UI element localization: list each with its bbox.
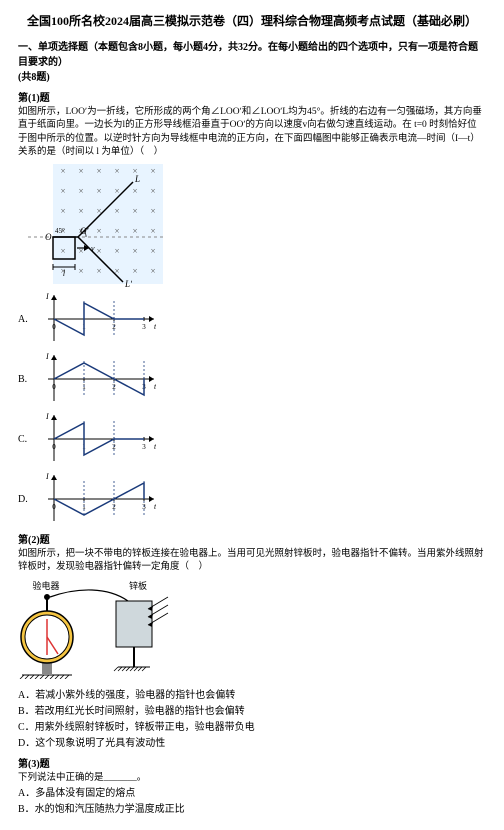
q3-choice-A: A．多晶体没有固定的熔点 bbox=[18, 786, 486, 801]
svg-text:×: × bbox=[96, 226, 101, 236]
svg-text:0: 0 bbox=[52, 503, 56, 511]
svg-text:×: × bbox=[150, 266, 155, 276]
q1-option-plot: 0123It bbox=[36, 411, 156, 467]
svg-text:×: × bbox=[132, 206, 137, 216]
svg-text:×: × bbox=[150, 186, 155, 196]
svg-text:0: 0 bbox=[52, 383, 56, 391]
section-1-heading: 一、单项选择题（本题包含8小题，每小题4分，共32分。在每小题给出的四个选项中，… bbox=[18, 40, 486, 85]
svg-text:L: L bbox=[134, 174, 140, 184]
q1-options: A.0123ItB.0123ItC.0123ItD.0123It bbox=[18, 291, 486, 527]
svg-text:×: × bbox=[96, 246, 101, 256]
svg-text:×: × bbox=[150, 166, 155, 176]
svg-text:×: × bbox=[150, 226, 155, 236]
svg-text:3: 3 bbox=[142, 443, 146, 451]
svg-text:×: × bbox=[78, 206, 83, 216]
svg-text:0: 0 bbox=[52, 323, 56, 331]
svg-text:O: O bbox=[45, 232, 52, 242]
svg-text:I: I bbox=[45, 472, 49, 481]
q1-main-figure: ××××××××××××××××××××××××××××××××××××lOOʹ… bbox=[18, 159, 486, 289]
svg-text:3: 3 bbox=[142, 323, 146, 331]
svg-text:×: × bbox=[132, 186, 137, 196]
svg-text:×: × bbox=[96, 266, 101, 276]
svg-text:×: × bbox=[132, 246, 137, 256]
svg-text:×: × bbox=[150, 246, 155, 256]
svg-text:验电器: 验电器 bbox=[32, 580, 59, 591]
q1-option-A: A.0123It bbox=[18, 291, 486, 347]
q2-choice-D: D．这个现象说明了光具有波动性 bbox=[18, 736, 486, 751]
section-1-line1: 一、单项选择题（本题包含8小题，每小题4分，共32分。在每小题给出的四个选项中，… bbox=[18, 42, 478, 68]
svg-text:锌板: 锌板 bbox=[129, 580, 147, 591]
svg-text:×: × bbox=[132, 266, 137, 276]
q1-option-label: D. bbox=[18, 492, 36, 507]
q2-body: 如图所示，把一块不带电的锌板连接在验电器上。当用可见光照射锌板时，验电器指针不偏… bbox=[18, 548, 486, 575]
q1-option-label: B. bbox=[18, 372, 36, 387]
q2-figure: 验电器 锌板 bbox=[18, 579, 486, 684]
q1-body: 如图所示，LOOʹ为一折线，它所形成的两个角∠LOOʹ和∠LOOʹL均为45°。… bbox=[18, 106, 486, 159]
svg-text:×: × bbox=[60, 206, 65, 216]
q2-choice-A: A．若减小紫外线的强度，验电器的指针也会偏转 bbox=[18, 688, 486, 703]
q3-head: 第(3)题 bbox=[18, 757, 486, 772]
svg-text:Oʹ: Oʹ bbox=[80, 226, 89, 236]
svg-text:×: × bbox=[114, 186, 119, 196]
svg-text:t: t bbox=[154, 382, 156, 391]
q3-choice-B: B．水的饱和汽压随热力学温度成正比 bbox=[18, 802, 486, 817]
svg-text:×: × bbox=[78, 186, 83, 196]
svg-text:0: 0 bbox=[52, 443, 56, 451]
svg-text:×: × bbox=[60, 166, 65, 176]
q1-head: 第(1)题 bbox=[18, 91, 486, 106]
svg-text:×: × bbox=[114, 226, 119, 236]
q1-option-label: C. bbox=[18, 432, 36, 447]
q1-option-plot: 0123It bbox=[36, 291, 156, 347]
svg-text:I: I bbox=[45, 412, 49, 421]
svg-text:×: × bbox=[114, 246, 119, 256]
svg-text:×: × bbox=[78, 266, 83, 276]
svg-text:I: I bbox=[45, 352, 49, 361]
svg-text:t: t bbox=[154, 442, 156, 451]
svg-text:t: t bbox=[154, 502, 156, 511]
svg-text:Lʹ: Lʹ bbox=[124, 279, 133, 289]
exam-title: 全国100所名校2024届高三模拟示范卷（四）理科综合物理高频考点试题（基础必刷… bbox=[18, 12, 486, 30]
q1-option-C: C.0123It bbox=[18, 411, 486, 467]
svg-text:×: × bbox=[60, 186, 65, 196]
svg-text:t: t bbox=[154, 322, 156, 331]
svg-text:×: × bbox=[114, 206, 119, 216]
svg-text:×: × bbox=[96, 186, 101, 196]
svg-text:×: × bbox=[60, 246, 65, 256]
q1-option-D: D.0123It bbox=[18, 471, 486, 527]
q2-choice-C: C．用紫外线照射锌板时，锌板带正电，验电器带负电 bbox=[18, 720, 486, 735]
svg-text:×: × bbox=[114, 166, 119, 176]
q2-head: 第(2)题 bbox=[18, 533, 486, 548]
section-1-line2: (共8题) bbox=[18, 72, 50, 83]
q3-lead: 下列说法中正确的是_______。 bbox=[18, 772, 486, 785]
svg-text:v: v bbox=[91, 244, 95, 253]
svg-text:×: × bbox=[78, 166, 83, 176]
svg-text:×: × bbox=[132, 226, 137, 236]
q1-option-plot: 0123It bbox=[36, 351, 156, 407]
svg-text:45°: 45° bbox=[55, 227, 65, 235]
svg-text:×: × bbox=[96, 166, 101, 176]
q2-choice-B: B．若改用红光长时间照射，验电器的指针也会偏转 bbox=[18, 704, 486, 719]
svg-text:×: × bbox=[150, 206, 155, 216]
svg-text:I: I bbox=[45, 292, 49, 301]
q1-option-plot: 0123It bbox=[36, 471, 156, 527]
q1-option-B: B.0123It bbox=[18, 351, 486, 407]
q1-option-label: A. bbox=[18, 312, 36, 327]
